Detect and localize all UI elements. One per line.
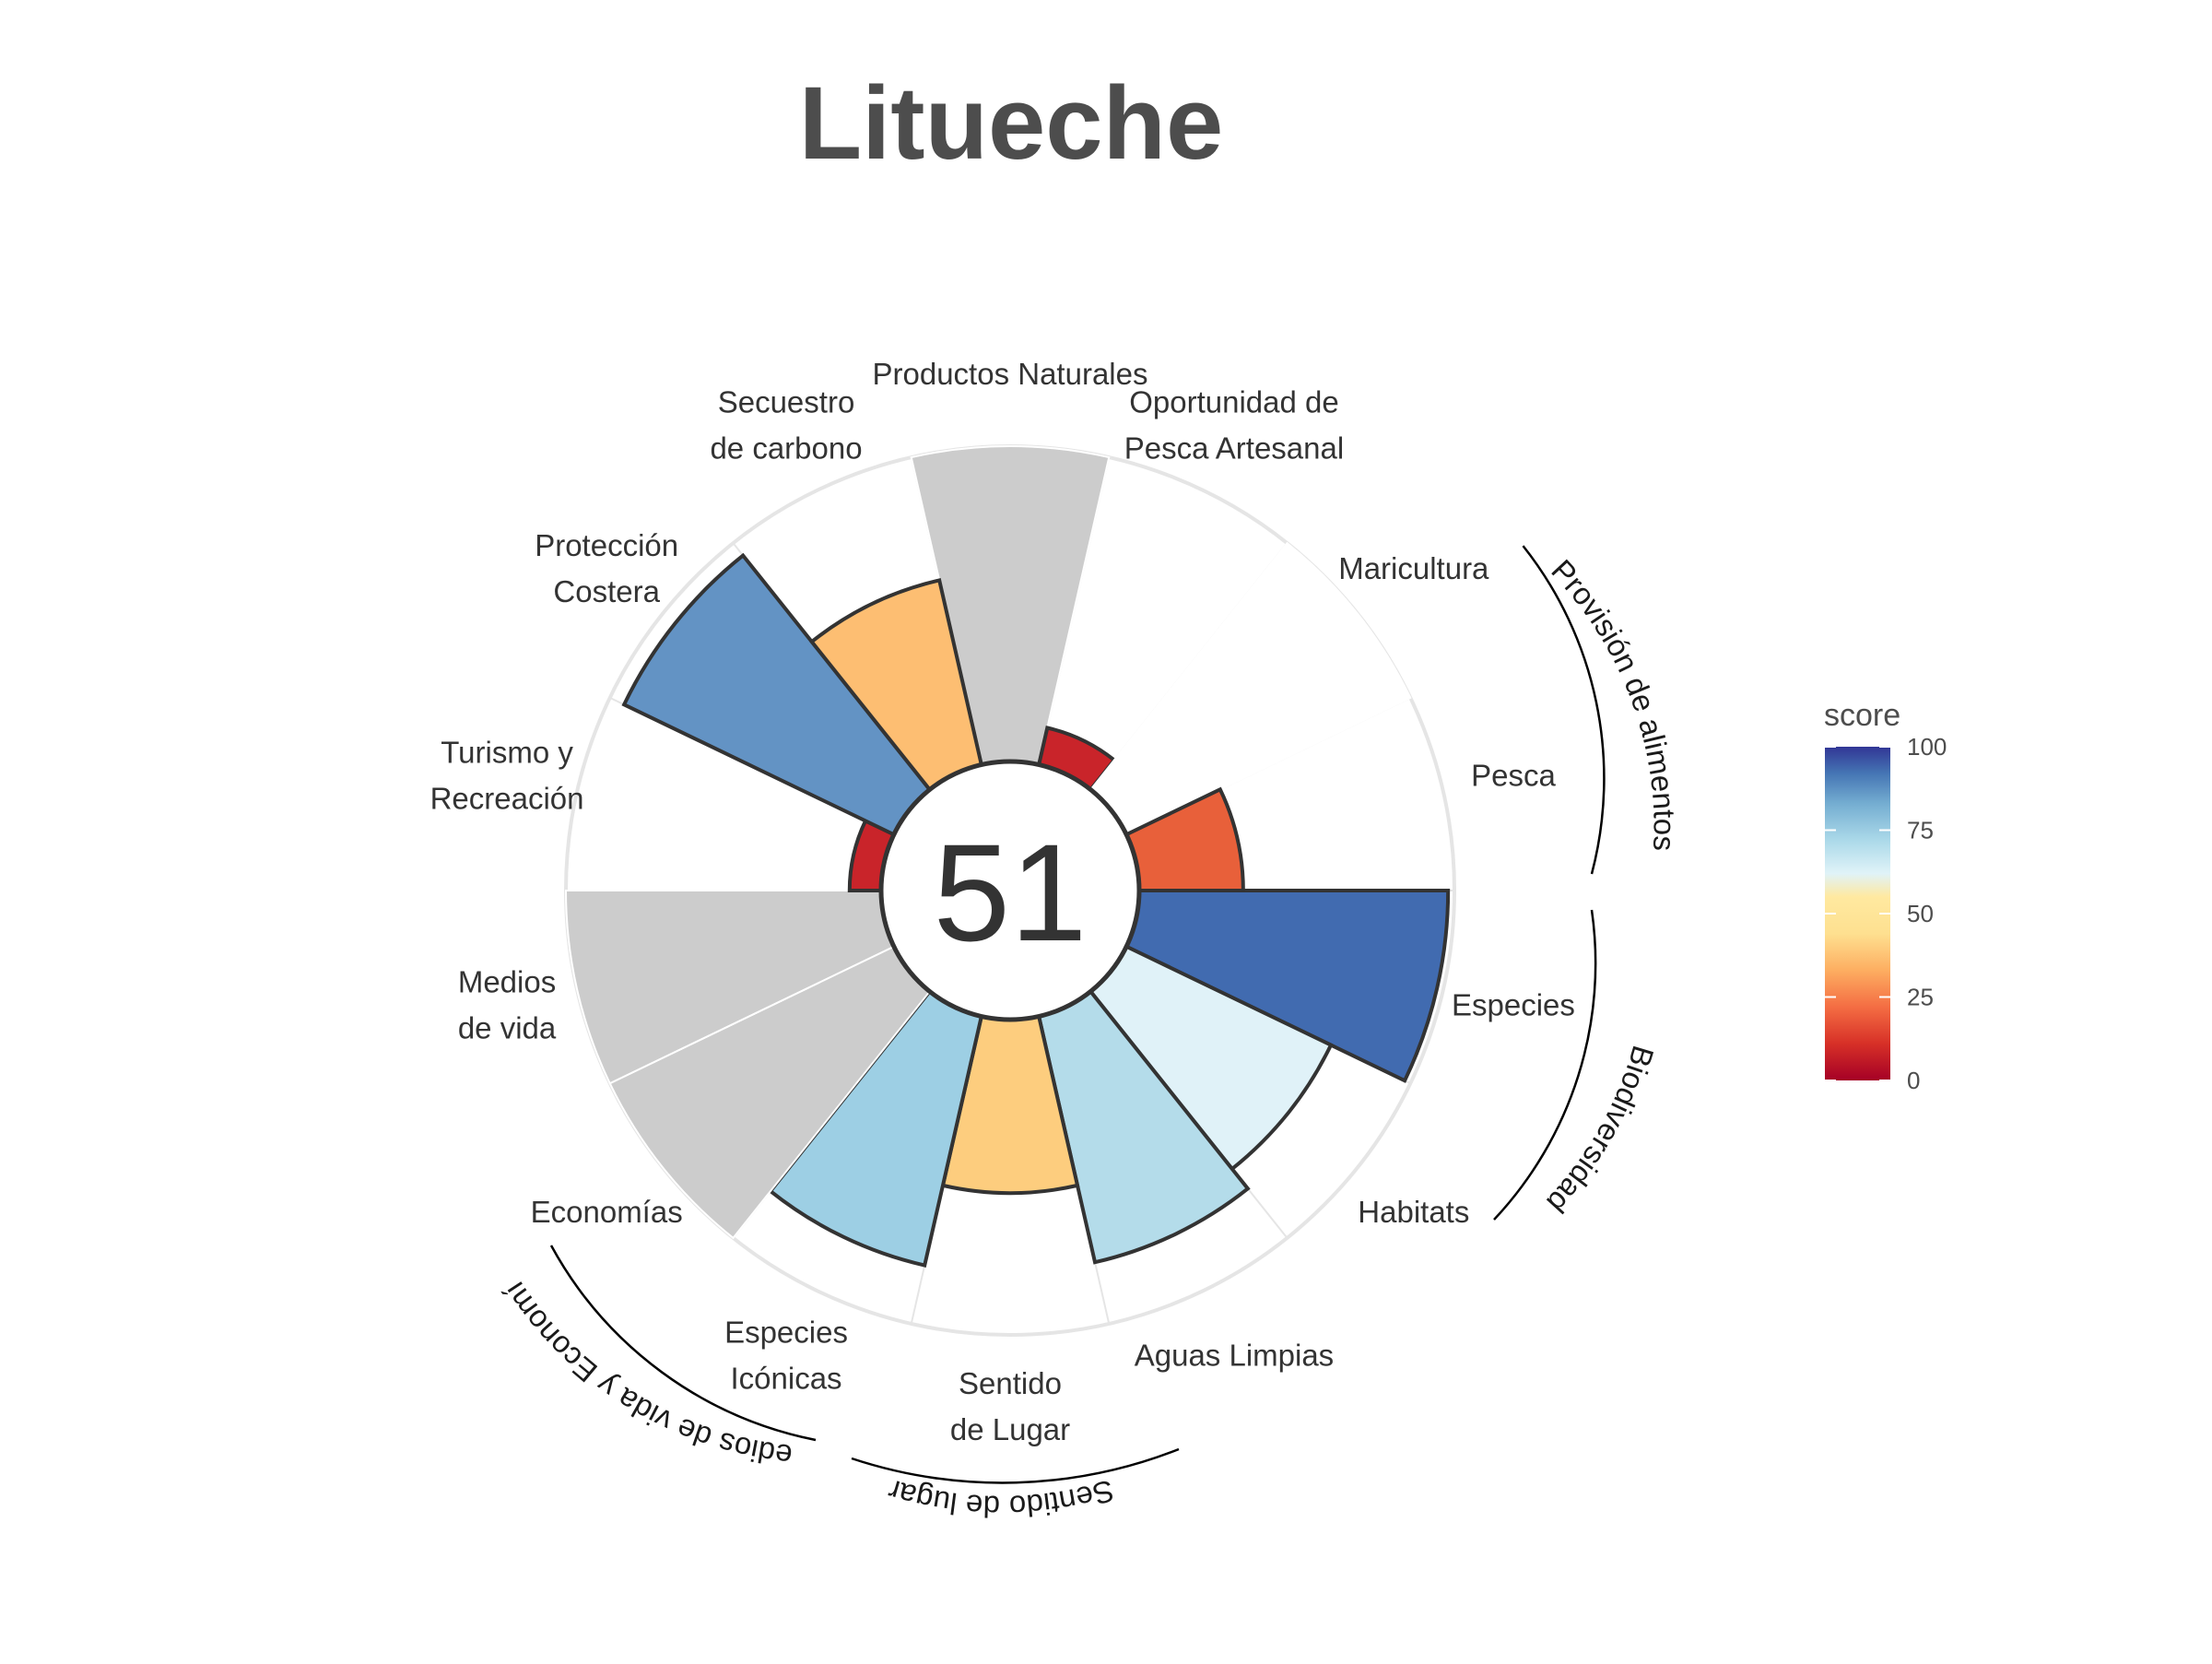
group-arcs	[549, 545, 1606, 1484]
group-arc-provision	[1522, 545, 1606, 875]
group-arc-biodiversidad	[1493, 909, 1597, 1221]
legend-tick-label: 25	[1907, 984, 1934, 1011]
group-arc-medios	[549, 1245, 817, 1442]
goal-label-especies-iconicas: Especies Icónicas	[724, 1316, 848, 1396]
goal-label-proteccion-costera: Protección Costera	[535, 528, 678, 608]
goal-label-medios-de-vida: Medios de vida	[458, 965, 557, 1045]
group-label-biodiversidad: Biodiversidad	[1540, 1042, 1661, 1220]
petal-maricultura	[1088, 541, 1412, 836]
goal-label-productos-naturales: Productos Naturales	[873, 357, 1148, 391]
goal-label-oportunidad-de-pesca-artesanal: Oportunidad de Pesca Artesanal	[1124, 384, 1344, 465]
petals	[564, 444, 1451, 1268]
group-arc-sentido	[851, 1447, 1180, 1484]
goal-label-secuestro-de-carbono: Secuestro de carbono	[710, 384, 862, 465]
legend-tick-label: 50	[1907, 900, 1934, 927]
goal-label-turismo-y-recreacion: Turismo y Recreación	[430, 735, 584, 815]
group-label-provision: Provisión de alimentos	[1545, 553, 1681, 852]
goal-label-maricultura: Maricultura	[1338, 551, 1489, 585]
legend-title: score	[1824, 698, 1900, 733]
goal-label-especies: Especies	[1452, 988, 1575, 1022]
legend-tick-label: 100	[1907, 733, 1947, 761]
goal-label-pesca: Pesca	[1471, 758, 1556, 792]
legend-tick-label: 0	[1907, 1067, 1920, 1094]
goal-label-aguas-limpias: Aguas Limpias	[1135, 1339, 1334, 1373]
group-label-medios: Medios de vida y Economías	[0, 0, 794, 1473]
center-circle	[878, 759, 1142, 1022]
legend-ticks: 0 25 50 75 100	[1825, 733, 1947, 1094]
goal-label-sentido-de-lugar: Sentido de Lugar	[950, 1366, 1070, 1446]
goal-label-habitats: Habitats	[1358, 1195, 1469, 1229]
legend-tick-label: 75	[1907, 817, 1934, 844]
group-label-sentido: Sentido de lugar	[884, 1473, 1118, 1524]
legend: score 0 25 50 75 100	[1824, 698, 1947, 1094]
goal-label-economias: Economías	[531, 1195, 683, 1229]
chart-title: Litueche	[799, 65, 1224, 181]
center-score: 51	[934, 815, 1088, 970]
